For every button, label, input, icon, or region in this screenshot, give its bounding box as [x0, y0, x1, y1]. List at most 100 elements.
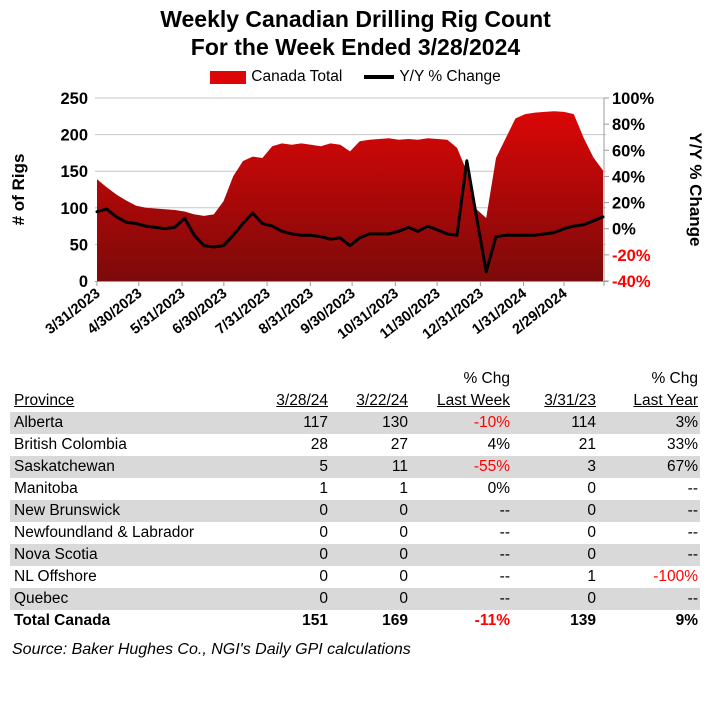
- table-cell-year_ago: 0: [587, 480, 596, 497]
- table-cell-province: NL Offshore: [14, 568, 97, 585]
- table-row: Alberta 117 130 -10% 114 3%: [10, 412, 700, 434]
- table-cell-year_ago: 0: [587, 524, 596, 541]
- table-header-row: Province 3/28/24 3/22/24 Last Week 3/31/…: [10, 390, 700, 412]
- table-cell-chg_week: -11%: [474, 612, 510, 629]
- table-cell-province: Newfoundland & Labrador: [14, 524, 195, 541]
- table-cell-prior: 0: [330, 588, 410, 610]
- left-axis-tick-label: 0: [79, 273, 88, 291]
- left-axis-tick-label: 50: [70, 236, 88, 254]
- yoy-change-line: [95, 159, 605, 274]
- province-rig-table: % Chg % Chg Province 3/28/24 3/22/24 Las…: [10, 368, 700, 632]
- left-axis-tick-label: 200: [60, 127, 88, 145]
- table-cell-chg_week: 0%: [487, 480, 510, 497]
- right-axis-tick-label: 20%: [612, 195, 645, 213]
- header-province: Province: [14, 392, 75, 409]
- right-axis-tick-label: -40%: [612, 273, 651, 291]
- table-row: Newfoundland & Labrador 0 0 -- 0 --: [10, 522, 700, 544]
- table-header-top-row: % Chg % Chg: [10, 368, 700, 390]
- table-cell-current: 0: [238, 500, 330, 522]
- table-cell-chg_year: --: [598, 588, 700, 610]
- right-axis-tick-label: 40%: [612, 168, 645, 186]
- table-cell-chg_year: 3%: [598, 412, 700, 434]
- header-pct-chg-week: % Chg: [463, 370, 510, 387]
- table-row: British Colombia 28 27 4% 21 33%: [10, 434, 700, 456]
- table-cell-chg_week: --: [410, 588, 512, 610]
- table-cell-current: 28: [310, 436, 328, 453]
- header-week-current: 3/28/24: [276, 392, 328, 409]
- table-cell-prior: 1: [399, 480, 408, 497]
- table-cell-year_ago: 21: [578, 436, 596, 453]
- table-cell-current: 151: [302, 612, 328, 629]
- table-row: Manitoba 1 1 0% 0 --: [10, 478, 700, 500]
- axis-ticks: [96, 97, 609, 286]
- header-last-week: Last Week: [437, 392, 510, 409]
- table-cell-year_ago: 0: [512, 500, 598, 522]
- table-row: NL Offshore 0 0 -- 1 -100%: [10, 566, 700, 588]
- table-cell-prior: 27: [390, 436, 408, 453]
- left-axis-tick-label: 100: [60, 200, 88, 218]
- table-cell-current: 0: [319, 568, 328, 585]
- right-axis-labels: 100% 80% 60% 40% 20% 0% -20% -40%: [612, 90, 655, 291]
- table-cell-province: Nova Scotia: [10, 544, 238, 566]
- header-week-prior: 3/22/24: [356, 392, 408, 409]
- chart-legend: Canada Total Y/Y % Change: [0, 68, 711, 86]
- table-cell-chg_year: --: [598, 500, 700, 522]
- legend-line-label: Y/Y % Change: [399, 68, 501, 85]
- table-cell-prior: 0: [330, 500, 410, 522]
- canada-total-area: [97, 111, 603, 281]
- table-cell-chg_week: -10%: [410, 412, 512, 434]
- chart-title-line2: For the Week Ended 3/28/2024: [190, 34, 521, 60]
- table-cell-current: 0: [319, 524, 328, 541]
- legend-area-swatch: [210, 70, 247, 84]
- table-cell-chg_year: 67%: [598, 456, 700, 478]
- table-cell-current: 5: [238, 456, 330, 478]
- table-cell-province: Alberta: [10, 412, 238, 434]
- table-cell-year_ago: 139: [570, 612, 596, 629]
- table-cell-prior: 0: [399, 524, 408, 541]
- chart-title-line1: Weekly Canadian Drilling Rig Count: [160, 6, 551, 32]
- source-note: Source: Baker Hughes Co., NGI's Daily GP…: [12, 641, 411, 658]
- header-last-year: Last Year: [633, 392, 698, 409]
- right-axis-tick-label: 0%: [612, 221, 636, 239]
- table-cell-year_ago: 0: [512, 588, 598, 610]
- right-axis-tick-label: -20%: [612, 247, 651, 265]
- left-axis-tick-label: 250: [60, 90, 88, 108]
- table-row: Quebec 0 0 -- 0 --: [10, 588, 700, 610]
- table-cell-chg_year: --: [687, 480, 698, 497]
- right-axis-tick-label: 60%: [612, 142, 645, 160]
- table-cell-chg_week: --: [410, 500, 512, 522]
- right-axis-tick-label: 80%: [612, 116, 645, 134]
- left-axis-labels: 0 50 100 150 200 250: [60, 90, 88, 291]
- table-row: New Brunswick 0 0 -- 0 --: [10, 500, 700, 522]
- table-cell-prior: 169: [382, 612, 408, 629]
- table-cell-province: British Colombia: [14, 436, 127, 453]
- table-cell-province: New Brunswick: [10, 500, 238, 522]
- table-cell-prior: 11: [330, 456, 410, 478]
- table-cell-current: 0: [238, 588, 330, 610]
- x-axis-labels: 3/31/20234/30/20235/31/20236/30/20237/31…: [43, 286, 571, 343]
- table-cell-current: 1: [319, 480, 328, 497]
- table-cell-year_ago: 1: [587, 568, 596, 585]
- right-axis-title: Y/Y % Change: [686, 133, 705, 247]
- legend-line-swatch: [364, 75, 395, 79]
- table-row-total: Total Canada 151 169 -11% 139 9%: [10, 610, 700, 632]
- table-cell-province: Quebec: [10, 588, 238, 610]
- table-cell-province: Manitoba: [14, 480, 78, 497]
- table-row: Saskatchewan 5 11 -55% 3 67%: [10, 456, 700, 478]
- table-cell-year_ago: 3: [512, 456, 598, 478]
- left-axis-title: # of Rigs: [9, 154, 28, 226]
- right-axis-tick-label: 100%: [612, 90, 655, 108]
- table-cell-chg_week: --: [499, 568, 510, 585]
- table-cell-chg_week: --: [499, 524, 510, 541]
- table-cell-chg_year: --: [598, 544, 700, 566]
- table-cell-prior: 0: [399, 568, 408, 585]
- table-cell-year_ago: 0: [512, 544, 598, 566]
- left-axis-tick-label: 150: [60, 163, 88, 181]
- table-cell-year_ago: 114: [512, 412, 598, 434]
- table-cell-chg_week: -55%: [410, 456, 512, 478]
- table-cell-prior: 0: [330, 544, 410, 566]
- table-cell-chg_year: 9%: [675, 612, 698, 629]
- header-year-ago: 3/31/23: [544, 392, 596, 409]
- table-cell-chg_year: --: [687, 524, 698, 541]
- table-cell-current: 117: [238, 412, 330, 434]
